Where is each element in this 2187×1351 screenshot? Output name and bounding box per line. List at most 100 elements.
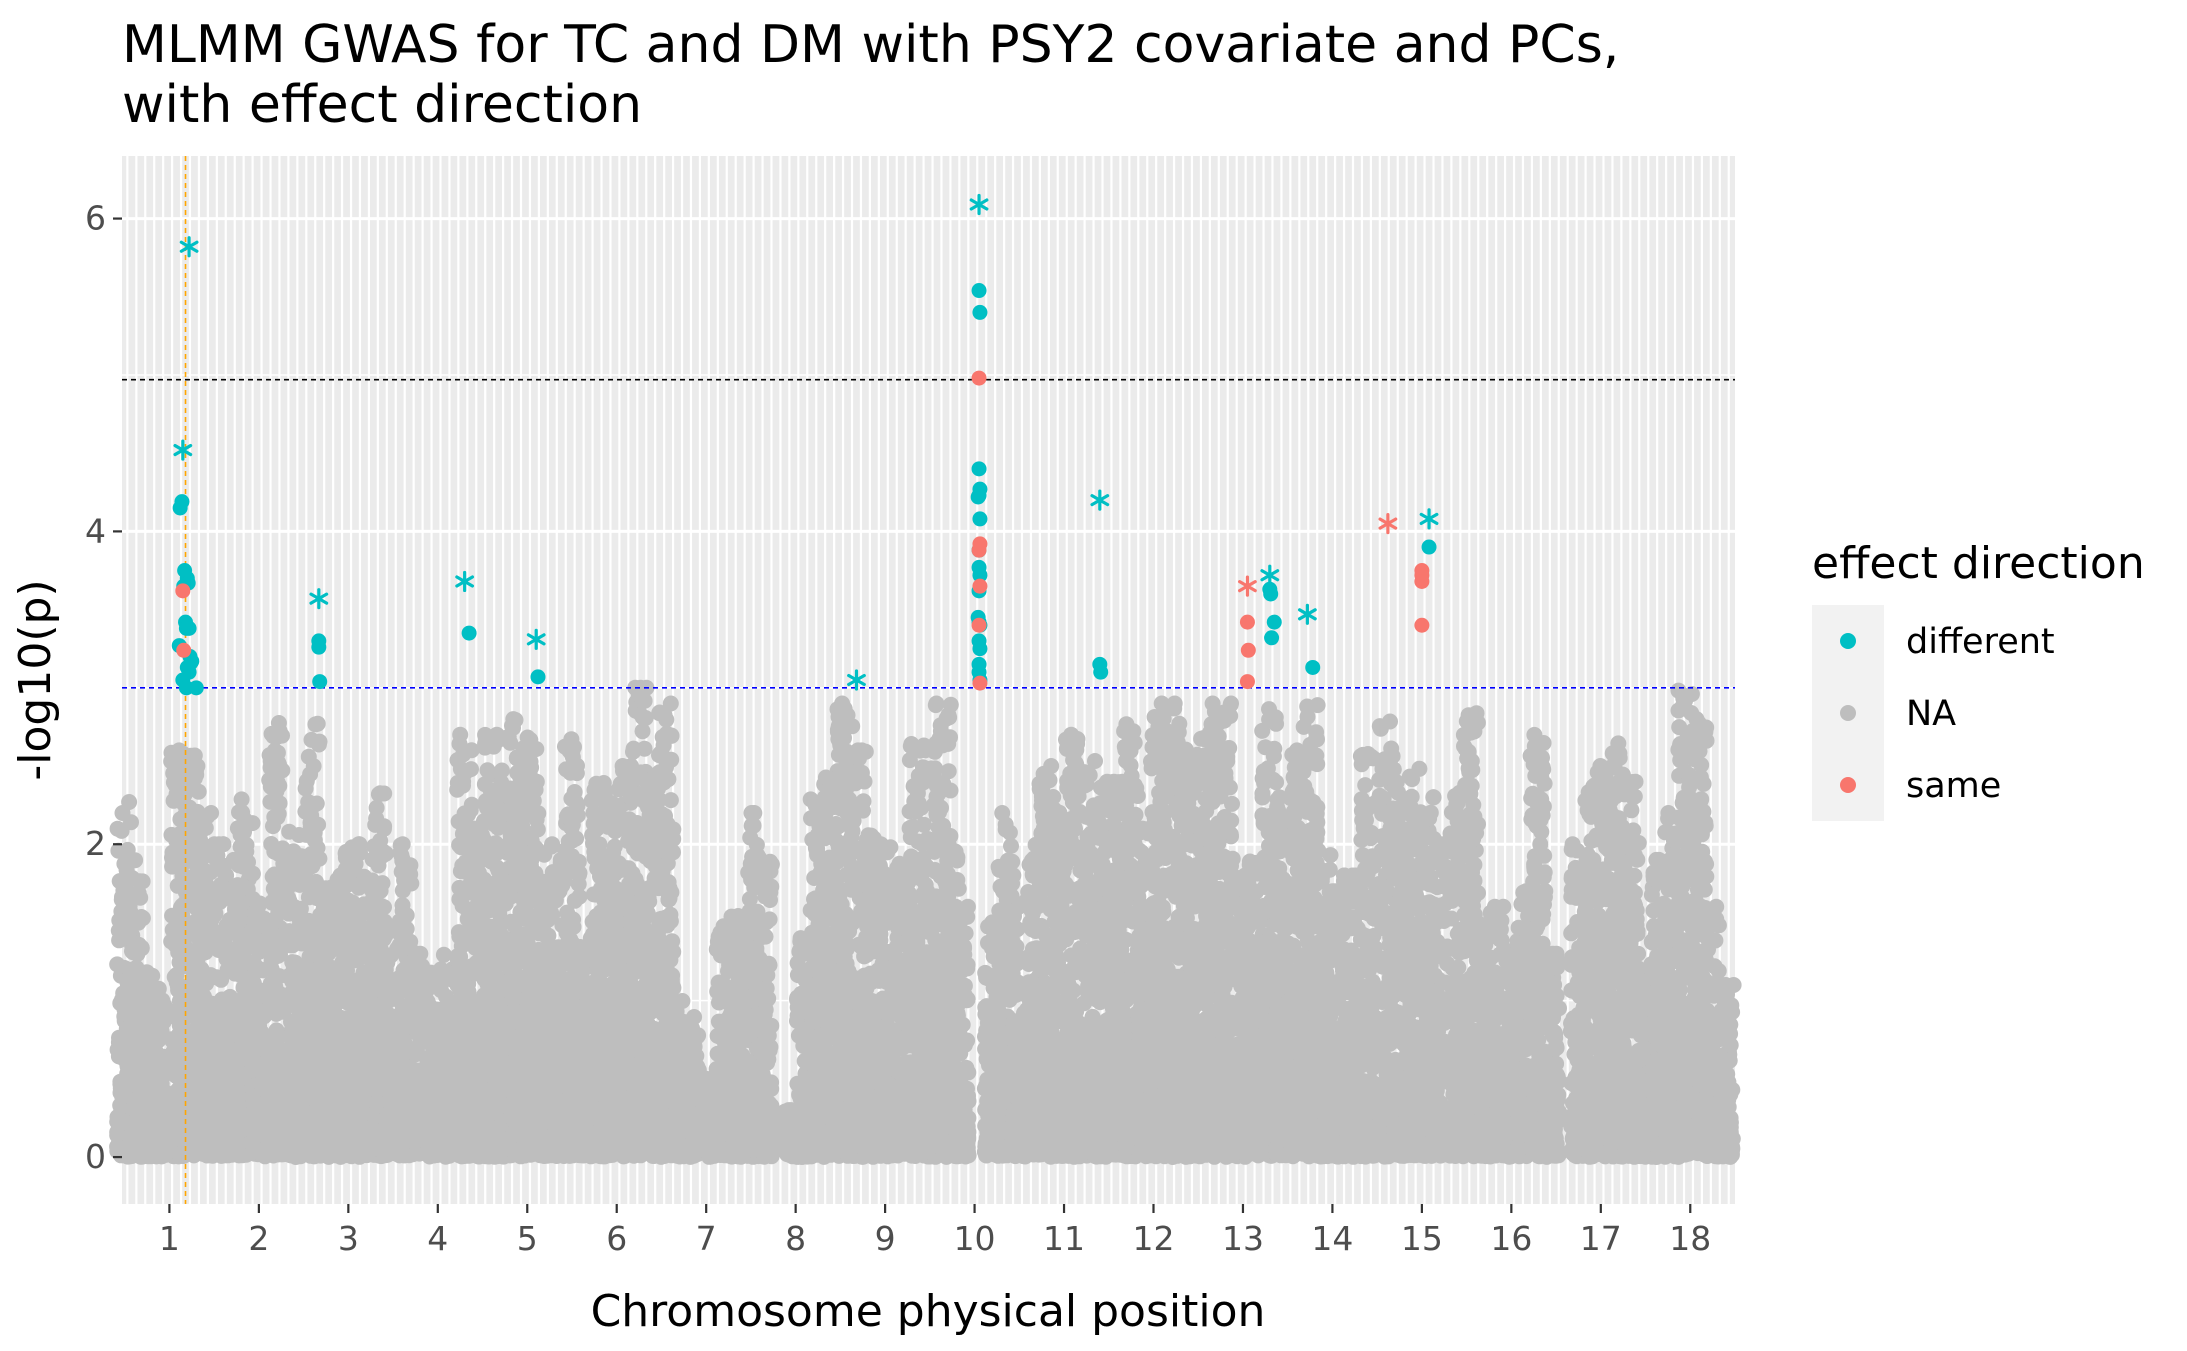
snp-point-na [490, 1055, 507, 1071]
snp-point-na [351, 993, 367, 1010]
snp-point-na [244, 815, 261, 832]
snp-point-na [232, 966, 249, 983]
snp-point-na [307, 716, 324, 733]
snp-point-na [476, 776, 493, 793]
snp-point-na [302, 852, 319, 869]
snp-point-na [282, 985, 299, 1002]
snp-point-na [282, 867, 299, 884]
snp-point-na [192, 823, 209, 840]
snp-point-na [306, 797, 322, 814]
snp-point-na [456, 765, 473, 782]
snp-point-na [121, 961, 138, 978]
snp-point-na [379, 948, 396, 965]
snp-point-na [267, 978, 284, 995]
snp-point-na [163, 933, 180, 950]
snp-point-na [203, 910, 220, 927]
snp-point-na [147, 984, 164, 1001]
snp-point-na [133, 940, 150, 957]
snp-point-na [391, 924, 408, 941]
chart-title-line-2: with effect direction [122, 75, 642, 135]
snp-point-na [303, 731, 320, 748]
snp-point-na [244, 1088, 261, 1105]
snp-point-na [262, 1003, 279, 1020]
snp-point-na [435, 1094, 451, 1111]
snp-point-na [121, 922, 137, 939]
snp-point-na [394, 897, 411, 914]
snp-point-na [163, 826, 180, 843]
snp-point-na [378, 845, 394, 862]
snp-point-na [217, 866, 234, 883]
snp-point-na [431, 1078, 448, 1095]
chart-title-line-1: MLMM GWAS for TC and DM with PSY2 covari… [122, 15, 1619, 75]
snp-point-na [431, 1046, 448, 1063]
snp-point-na [217, 1033, 234, 1050]
snp-point-na [379, 988, 396, 1005]
snp-point-na [165, 792, 182, 809]
snp-point-na [350, 1063, 367, 1080]
snp-point-na [138, 964, 155, 981]
snp-point-na [476, 871, 493, 888]
snp-point-na [338, 939, 355, 956]
snp-point-na [452, 726, 469, 743]
snp-point-na [504, 960, 521, 977]
snp-point-na [502, 888, 519, 905]
snp-point-na [306, 824, 323, 841]
snp-point-na [193, 945, 210, 962]
snp-point-na [457, 984, 474, 1001]
snp-point-na [265, 1133, 282, 1150]
snp-point-na [164, 844, 181, 861]
snp-point-na [377, 962, 394, 979]
snp-point-na [376, 818, 393, 835]
snp-point-na [339, 905, 356, 922]
snp-point-na [284, 1020, 301, 1037]
snp-point-na [337, 861, 354, 878]
snp-point-na [165, 765, 182, 782]
snp-point-na [455, 746, 471, 763]
snp-point-na [271, 777, 288, 794]
snp-point-na [199, 864, 216, 881]
snp-point-na [261, 913, 278, 929]
snp-point-na [370, 897, 387, 914]
snp-point-na [109, 820, 126, 837]
snp-point-na [417, 1119, 434, 1136]
snp-point-na [134, 1108, 151, 1125]
snp-point-na [245, 1137, 262, 1154]
snp-point-na [489, 891, 506, 908]
snp-point-na [281, 823, 298, 840]
snp-point-na [145, 1037, 161, 1054]
snp-point-na [248, 987, 265, 1004]
snp-point-na [298, 957, 314, 974]
snp-point-na [417, 1063, 434, 1080]
snp-point-na [123, 851, 140, 868]
snp-point-na [231, 804, 247, 821]
snp-point-na [407, 946, 424, 963]
snp-point-na [264, 1091, 281, 1108]
snp-point-na [297, 1143, 314, 1160]
snp-point-na [164, 1114, 181, 1131]
snp-point-na [190, 1091, 207, 1108]
snp-point-na [396, 858, 413, 875]
snp-point-na [132, 889, 149, 906]
snp-point-na [505, 711, 522, 728]
snp-point-na [271, 756, 287, 773]
snp-point-na [244, 865, 261, 882]
snp-point-na [178, 841, 195, 858]
snp-point-na [243, 1062, 260, 1079]
snp-point-na [435, 946, 452, 963]
snp-point-na [507, 821, 524, 838]
snp-point-na [203, 805, 220, 821]
snp-point-na [282, 1113, 299, 1129]
background-snps [109, 679, 1742, 1165]
snp-point-na [186, 757, 203, 774]
snp-point-na [305, 758, 322, 775]
snp-point-na [456, 805, 473, 822]
snp-point-na [169, 978, 186, 995]
snp-point-na [178, 917, 195, 934]
snp-point-na [370, 786, 387, 803]
snp-point-na [265, 818, 281, 835]
snp-point-na [176, 1082, 193, 1099]
snp-point-na [134, 982, 151, 999]
snp-point-na [439, 1024, 456, 1041]
snp-point-na [123, 814, 139, 831]
